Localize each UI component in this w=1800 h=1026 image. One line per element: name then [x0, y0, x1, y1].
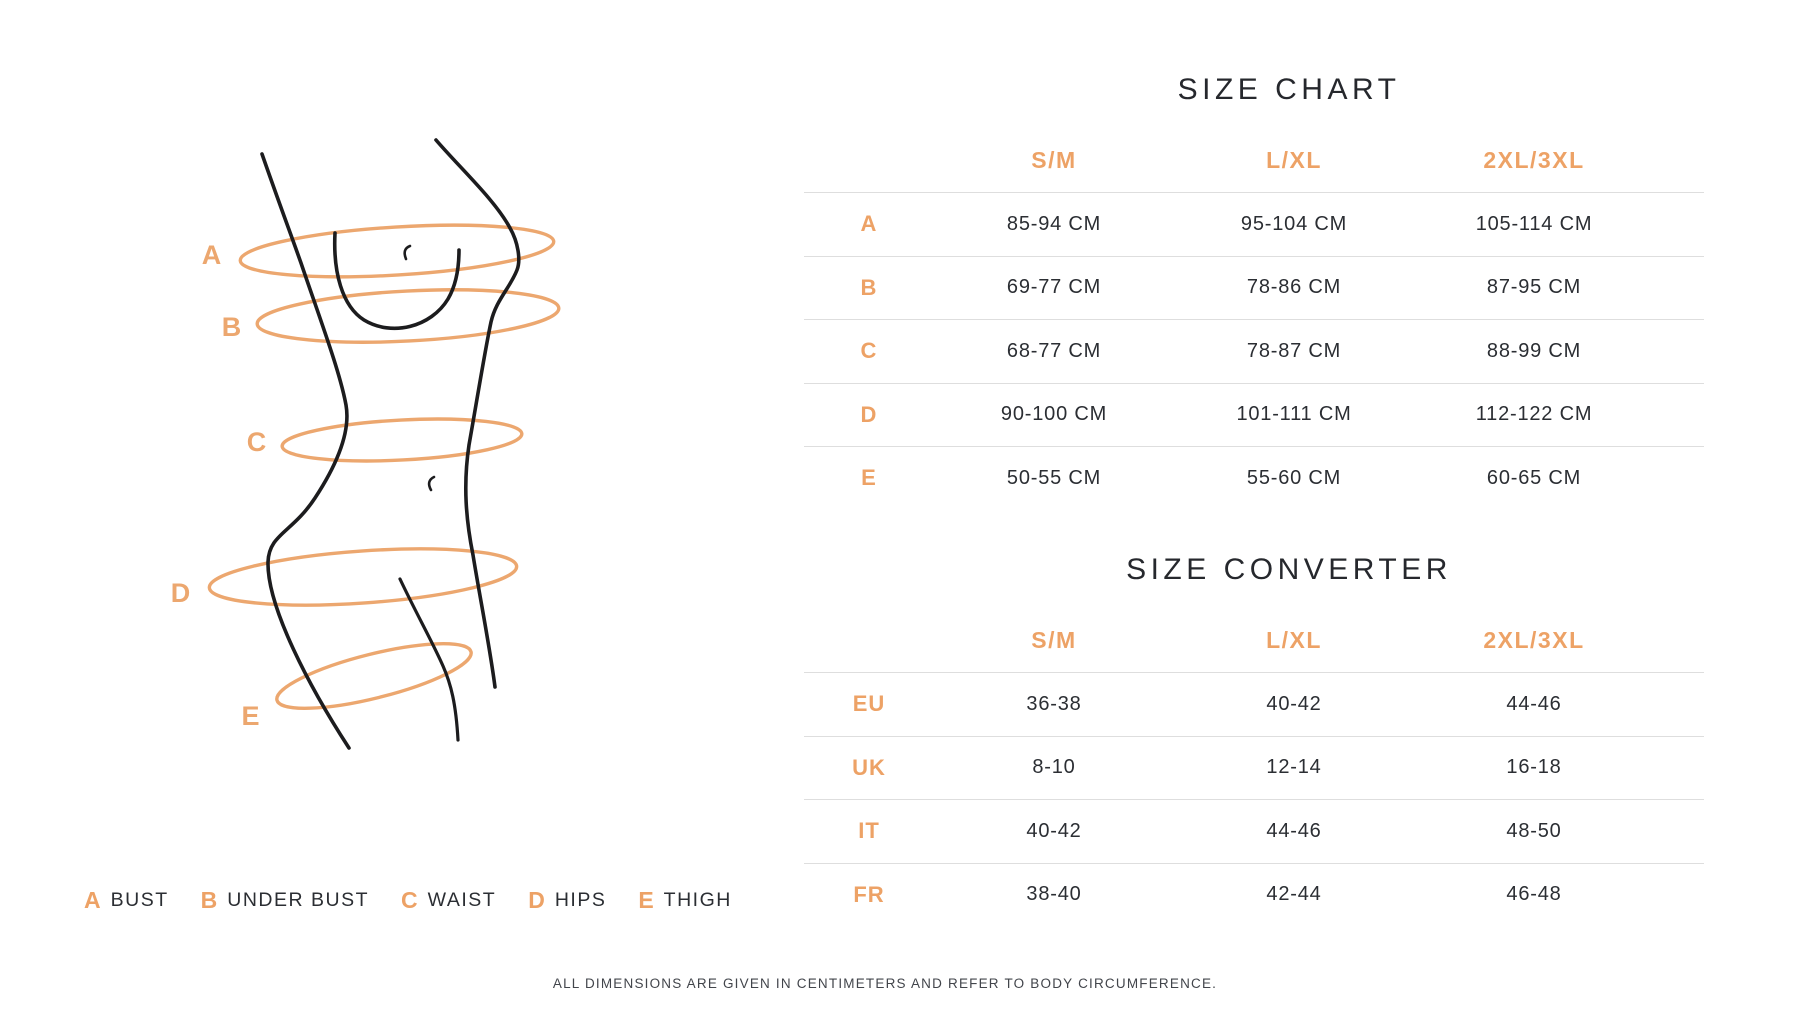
legend-label-under-bust: UNDER BUST	[227, 888, 370, 911]
legend-key-a: A	[84, 886, 102, 913]
table-row: FR 38-40 42-44 46-48	[804, 862, 1704, 927]
table-row: IT 40-42 44-46 48-50	[804, 799, 1704, 863]
under-bust-ellipse	[255, 288, 561, 344]
table-row: EU 36-38 40-42 44-46	[804, 672, 1704, 736]
cell-2xl3xl: 105-114 CM	[1475, 212, 1593, 235]
dimensions-footnote: ALL DIMENSIONS ARE GIVEN IN CENTIMETERS …	[552, 976, 1218, 991]
table-row: E 50-55 CM 55-60 CM 60-65 CM	[804, 446, 1704, 510]
legend-key-c: C	[401, 886, 419, 913]
body-measurement-figure: A B C D E	[100, 100, 660, 820]
legend-label-thigh: THIGH	[663, 888, 732, 911]
cell-lxl: 78-86 CM	[1246, 276, 1342, 299]
cell-lxl: 42-44	[1266, 883, 1322, 906]
size-chart-title: SIZE CHART	[1177, 73, 1401, 106]
cell-2xl3xl: 87-95 CM	[1486, 276, 1582, 299]
cell-2xl3xl: 44-46	[1506, 692, 1562, 715]
legend-item-hips: D HIPS	[528, 887, 606, 914]
marker-e-label: E	[241, 701, 260, 731]
table-row: D 90-100 CM 101-111 CM 112-122 CM	[804, 382, 1704, 447]
cell-lxl: 95-104 CM	[1240, 212, 1348, 235]
row-key: B	[860, 274, 878, 300]
size-chart-header-row: S/M L/XL 2XL/3XL	[804, 138, 1704, 182]
legend-item-thigh: E THIGH	[638, 887, 732, 914]
size-converter-col-lxl: L/XL	[1266, 626, 1322, 653]
size-chart-table: A 85-94 CM 95-104 CM 105-114 CM B 69-77 …	[804, 192, 1704, 510]
marker-b-label: B	[222, 312, 243, 342]
legend-key-b: B	[200, 886, 219, 913]
size-converter-title: SIZE CONVERTER	[1126, 553, 1452, 586]
navel-mark	[427, 475, 436, 492]
cell-lxl: 12-14	[1266, 756, 1322, 779]
cell-sm: 50-55 CM	[1006, 466, 1102, 489]
cell-sm: 8-10	[1032, 756, 1076, 779]
marker-a-label: A	[202, 240, 223, 270]
size-converter-col-sm: S/M	[1031, 626, 1077, 653]
legend-key-d: D	[528, 886, 546, 913]
table-row: UK 8-10 12-14 16-18	[804, 735, 1704, 800]
cell-2xl3xl: 60-65 CM	[1486, 466, 1582, 489]
cell-sm: 85-94 CM	[1006, 212, 1102, 235]
nipple-mark	[403, 244, 412, 261]
body-right-outline	[434, 138, 521, 689]
size-chart-col-2xl3xl: 2XL/3XL	[1483, 146, 1585, 173]
row-key: FR	[853, 881, 885, 907]
body-left-outline	[260, 152, 351, 750]
cell-lxl: 44-46	[1266, 819, 1322, 842]
cell-2xl3xl: 16-18	[1506, 756, 1562, 779]
cell-lxl: 78-87 CM	[1246, 339, 1342, 362]
cell-sm: 90-100 CM	[1000, 403, 1108, 426]
cell-lxl: 40-42	[1266, 692, 1322, 715]
table-row: C 68-77 CM 78-87 CM 88-99 CM	[804, 319, 1704, 383]
size-converter-table: EU 36-38 40-42 44-46 UK 8-10 12-14 16-18…	[804, 672, 1704, 926]
cell-lxl: 55-60 CM	[1246, 466, 1342, 489]
size-converter-col-2xl3xl: 2XL/3XL	[1483, 626, 1585, 653]
marker-c-label: C	[247, 427, 268, 457]
legend-label-waist: WAIST	[427, 888, 497, 911]
legend-key-e: E	[638, 886, 655, 913]
size-chart-col-sm: S/M	[1031, 146, 1077, 173]
cell-sm: 69-77 CM	[1006, 276, 1102, 299]
cell-2xl3xl: 46-48	[1506, 883, 1562, 906]
legend-label-bust: BUST	[110, 888, 169, 911]
inner-leg-line	[398, 577, 460, 742]
row-key: IT	[858, 818, 880, 844]
cell-sm: 38-40	[1026, 883, 1082, 906]
marker-d-label: D	[171, 578, 192, 608]
thigh-ellipse	[275, 642, 473, 710]
cell-lxl: 101-111 CM	[1236, 403, 1352, 426]
legend-item-bust: A BUST	[84, 887, 169, 914]
bust-ellipse	[238, 223, 556, 279]
cell-2xl3xl: 48-50	[1506, 819, 1562, 842]
row-key: E	[861, 465, 877, 491]
size-converter-header-row: S/M L/XL 2XL/3XL	[804, 618, 1704, 662]
row-key: UK	[852, 754, 886, 780]
cell-2xl3xl: 88-99 CM	[1486, 339, 1582, 362]
hips-ellipse	[207, 547, 519, 607]
size-chart-col-lxl: L/XL	[1266, 146, 1322, 173]
row-key: A	[860, 211, 878, 237]
legend-item-under-bust: B UNDER BUST	[201, 887, 369, 914]
cell-2xl3xl: 112-122 CM	[1475, 403, 1593, 426]
table-row: B 69-77 CM 78-86 CM 87-95 CM	[804, 255, 1704, 320]
legend-label-hips: HIPS	[554, 888, 607, 911]
cell-sm: 40-42	[1026, 819, 1082, 842]
cell-sm: 36-38	[1026, 692, 1082, 715]
measurement-legend: A BUST B UNDER BUST C WAIST D HIPS E THI…	[84, 884, 732, 916]
breast-curve	[332, 231, 461, 331]
body-figure-svg: A B C D E	[171, 138, 561, 750]
cell-sm: 68-77 CM	[1006, 339, 1102, 362]
size-tables-panel: SIZE CHART S/M L/XL 2XL/3XL A 85-94 CM 9…	[804, 0, 1704, 1026]
table-row: A 85-94 CM 95-104 CM 105-114 CM	[804, 192, 1704, 256]
row-key: D	[860, 401, 878, 427]
legend-item-waist: C WAIST	[401, 887, 496, 914]
row-key: EU	[852, 691, 886, 717]
waist-ellipse	[280, 417, 524, 463]
row-key: C	[860, 338, 878, 364]
